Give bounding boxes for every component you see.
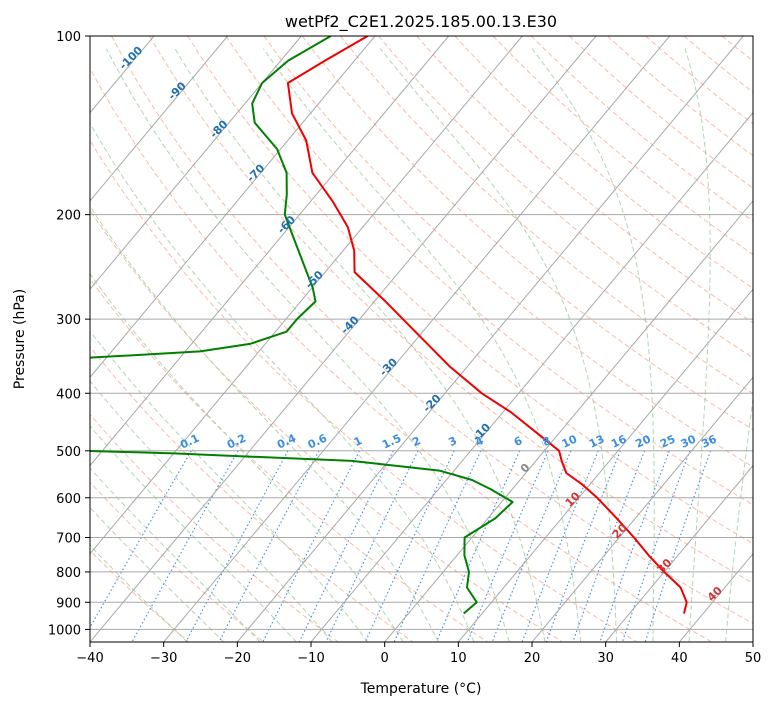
x-tick-label: −10 <box>297 651 324 666</box>
dry-adiabat-line <box>111 36 753 625</box>
dry-adiabat-line <box>378 36 753 359</box>
moist-adiabat-line <box>90 122 475 642</box>
y-tick-label: 800 <box>56 566 81 581</box>
moist-adiabat-line <box>90 467 261 642</box>
mixing-ratio-label: 10 <box>560 432 580 450</box>
temperature-line <box>286 36 688 614</box>
x-tick-label: 20 <box>524 651 541 666</box>
dry-adiabat-line <box>301 36 753 431</box>
moist-adiabat-line <box>90 380 333 642</box>
isotherm-line <box>457 288 753 642</box>
isotherm-line <box>163 36 671 642</box>
y-tick-label: 200 <box>56 209 81 224</box>
x-tick-label: 0 <box>381 651 389 666</box>
dry-adiabat-line <box>569 36 753 189</box>
x-tick-label: −20 <box>224 651 251 666</box>
moist-adiabat-line <box>90 506 225 642</box>
reference-lines <box>90 36 753 642</box>
moist-adiabat-line <box>725 394 753 642</box>
isotherm-line <box>90 36 376 379</box>
axes: −40 −30 −20 −10 0 10 20 30 40 50 100 200 300 400 500 60… <box>48 30 761 666</box>
isotherm-line <box>90 36 229 202</box>
isotherm-line <box>90 36 597 642</box>
dry-adiabat-line <box>416 36 753 324</box>
dry-adiabat-line <box>90 346 414 642</box>
chart-title: wetPf2_C2E1.2025.185.00.13.E30 <box>285 12 557 32</box>
y-tick-label: 500 <box>56 445 81 460</box>
y-tick-label: 700 <box>56 532 81 547</box>
dry-adiabat-line <box>149 36 753 584</box>
moist-adiabat-line <box>90 272 404 642</box>
mixing-ratio-label: 25 <box>658 432 677 450</box>
dry-adiabat-line <box>492 36 753 256</box>
plot-frame <box>89 35 754 643</box>
isotherm-line <box>90 36 302 290</box>
mixing-ratio-label: 20 <box>633 432 653 450</box>
isotherm-line <box>531 376 753 642</box>
isotherm-line <box>310 111 753 642</box>
x-tick-label: 30 <box>597 651 614 666</box>
x-tick-label: −40 <box>76 651 103 666</box>
x-tick-label: 10 <box>450 651 467 666</box>
moist-adiabat-line <box>531 48 655 642</box>
mixing-ratio-label: 36 <box>699 432 719 450</box>
isotherm-line <box>90 36 450 467</box>
dry-adiabat-line <box>225 36 753 506</box>
y-tick-label: 900 <box>56 596 81 611</box>
dry-adiabat-line <box>90 139 638 642</box>
mixing-ratio-label: 13 <box>587 432 606 450</box>
y-tick-label: 300 <box>56 313 81 328</box>
moist-adiabat-line <box>105 48 510 642</box>
dry-adiabat-line <box>340 36 753 395</box>
moist-adiabat-line <box>379 48 618 642</box>
y-tick-label: 1000 <box>48 623 81 638</box>
x-axis-label: Temperature (°C) <box>360 681 482 697</box>
isotherm-line <box>605 464 753 642</box>
moist-adiabat-line <box>174 48 546 642</box>
dry-adiabat-line <box>90 278 488 642</box>
x-tick-label: 50 <box>745 651 762 666</box>
mixing-ratio-label: 16 <box>609 432 629 450</box>
isotherm-line <box>384 200 753 642</box>
y-tick-label: 100 <box>56 30 81 45</box>
y-tick-label: 400 <box>56 387 81 402</box>
mixing-ratio-label: 30 <box>679 432 699 450</box>
moist-adiabat-line <box>684 48 711 642</box>
y-axis-label: Pressure (hPa) <box>12 289 28 389</box>
dry-adiabat-line <box>187 36 753 545</box>
moist-adiabat-line <box>90 425 297 642</box>
dry-adiabat-line <box>90 413 339 642</box>
y-tick-label: 600 <box>56 492 81 507</box>
moist-adiabat-line <box>90 544 188 642</box>
isotherm-line <box>90 36 523 555</box>
x-tick-label: −30 <box>150 651 177 666</box>
dewpoint-line <box>90 36 514 615</box>
isotherm-line <box>236 36 744 642</box>
profile-series <box>90 36 688 615</box>
dry-adiabat-line <box>90 67 712 642</box>
x-tick-label: 40 <box>671 651 688 666</box>
